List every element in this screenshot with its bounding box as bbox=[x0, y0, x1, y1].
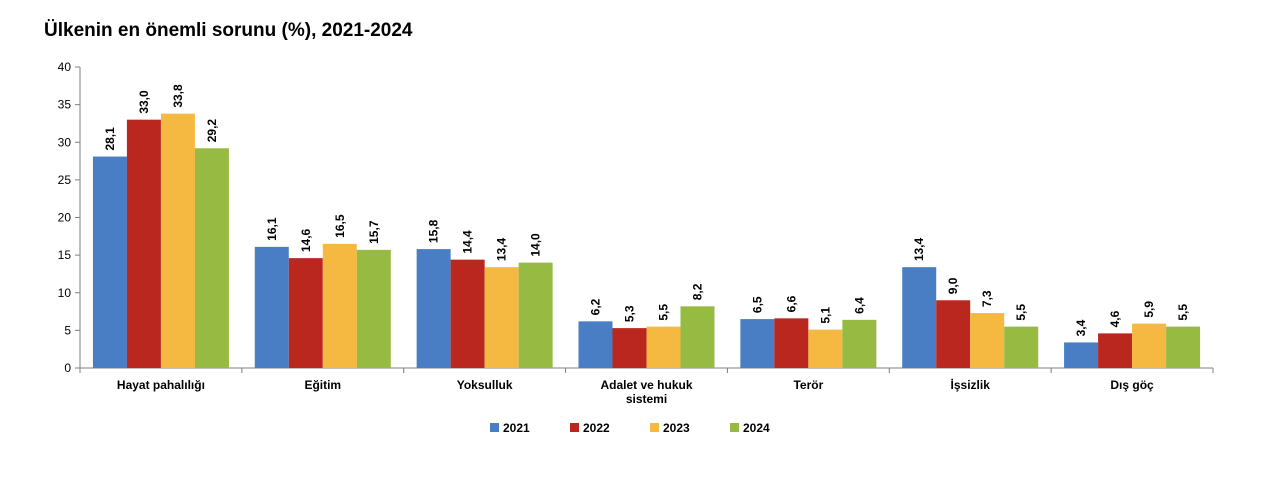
bar-2021 bbox=[740, 319, 775, 368]
data-label: 14,4 bbox=[461, 230, 475, 254]
data-label: 16,1 bbox=[265, 217, 279, 241]
data-label: 6,4 bbox=[852, 297, 866, 314]
category-label: Yoksulluk bbox=[457, 378, 513, 392]
category-label: Dış göç bbox=[1110, 378, 1154, 392]
bar-2022 bbox=[1098, 333, 1133, 368]
legend-swatch-2022 bbox=[570, 423, 579, 432]
bar-2022 bbox=[612, 328, 647, 368]
bar-2022 bbox=[936, 300, 971, 368]
y-tick-label: 25 bbox=[58, 173, 72, 187]
bar-2021 bbox=[416, 249, 451, 368]
bar-2021 bbox=[92, 156, 127, 368]
data-label: 8,2 bbox=[691, 283, 705, 300]
chart-title: Ülkenin en önemli sorunu (%), 2021-2024 bbox=[44, 20, 413, 41]
bar-2021 bbox=[902, 267, 937, 368]
data-label: 14,0 bbox=[529, 233, 543, 257]
data-label: 15,8 bbox=[427, 219, 441, 243]
bar-2024 bbox=[1004, 326, 1039, 368]
data-label: 14,6 bbox=[299, 228, 313, 252]
bar-2024 bbox=[356, 249, 391, 368]
data-label: 5,5 bbox=[1176, 304, 1190, 321]
y-tick-label: 5 bbox=[64, 323, 71, 337]
y-tick-label: 35 bbox=[58, 98, 72, 112]
bar-2021 bbox=[254, 246, 289, 368]
legend-label: 2021 bbox=[503, 421, 530, 435]
bar-2023 bbox=[160, 113, 195, 368]
data-label: 6,5 bbox=[750, 296, 764, 313]
bar-2023 bbox=[1132, 323, 1167, 368]
bar-2023 bbox=[808, 329, 843, 368]
data-label: 15,7 bbox=[367, 220, 381, 244]
legend-swatch-2023 bbox=[650, 423, 659, 432]
data-label: 6,2 bbox=[589, 298, 603, 315]
data-label: 6,6 bbox=[784, 295, 798, 312]
category-label: Terör bbox=[793, 378, 823, 392]
bar-2022 bbox=[288, 258, 323, 368]
bar-2021 bbox=[1064, 342, 1099, 368]
bar-2022 bbox=[126, 119, 161, 368]
category-label: İşsizlik bbox=[951, 377, 991, 392]
bar-2023 bbox=[484, 267, 519, 368]
bar-2024 bbox=[842, 319, 877, 368]
category-label: Adalet ve hukuk bbox=[600, 378, 692, 392]
bar-2024 bbox=[1166, 326, 1201, 368]
data-label: 5,5 bbox=[657, 304, 671, 321]
bar-2023 bbox=[322, 243, 357, 368]
data-label: 9,0 bbox=[946, 277, 960, 294]
bar-2024 bbox=[194, 148, 229, 368]
data-label: 4,6 bbox=[1108, 310, 1122, 327]
data-label: 5,3 bbox=[623, 305, 637, 322]
y-tick-label: 40 bbox=[58, 60, 72, 74]
bar-2023 bbox=[970, 313, 1005, 368]
y-tick-label: 20 bbox=[58, 211, 72, 225]
y-tick-label: 0 bbox=[64, 361, 71, 375]
data-label: 16,5 bbox=[333, 214, 347, 238]
data-label: 33,0 bbox=[137, 90, 151, 114]
legend-label: 2023 bbox=[663, 421, 690, 435]
category-label: sistemi bbox=[626, 392, 667, 406]
bar-2022 bbox=[450, 259, 485, 368]
data-label: 28,1 bbox=[103, 127, 117, 151]
data-label: 5,1 bbox=[818, 307, 832, 324]
bar-2024 bbox=[680, 306, 715, 368]
category-label: Hayat pahalılığı bbox=[117, 378, 205, 392]
legend-label: 2022 bbox=[583, 421, 610, 435]
bar-2024 bbox=[518, 262, 553, 368]
bar-2022 bbox=[774, 318, 809, 368]
data-label: 29,2 bbox=[205, 119, 219, 143]
data-label: 13,4 bbox=[495, 237, 509, 261]
data-label: 33,8 bbox=[171, 84, 185, 108]
data-label: 13,4 bbox=[912, 237, 926, 261]
data-label: 3,4 bbox=[1074, 319, 1088, 336]
legend-swatch-2024 bbox=[730, 423, 739, 432]
category-label: Eğitim bbox=[304, 378, 341, 392]
legend-swatch-2021 bbox=[490, 423, 499, 432]
y-tick-label: 15 bbox=[58, 248, 72, 262]
data-label: 7,3 bbox=[980, 290, 994, 307]
legend-label: 2024 bbox=[743, 421, 770, 435]
y-tick-label: 10 bbox=[58, 286, 72, 300]
bar-2021 bbox=[578, 321, 613, 368]
data-label: 5,9 bbox=[1142, 301, 1156, 318]
y-tick-label: 30 bbox=[58, 135, 72, 149]
bar-2023 bbox=[646, 326, 681, 368]
data-label: 5,5 bbox=[1014, 304, 1028, 321]
